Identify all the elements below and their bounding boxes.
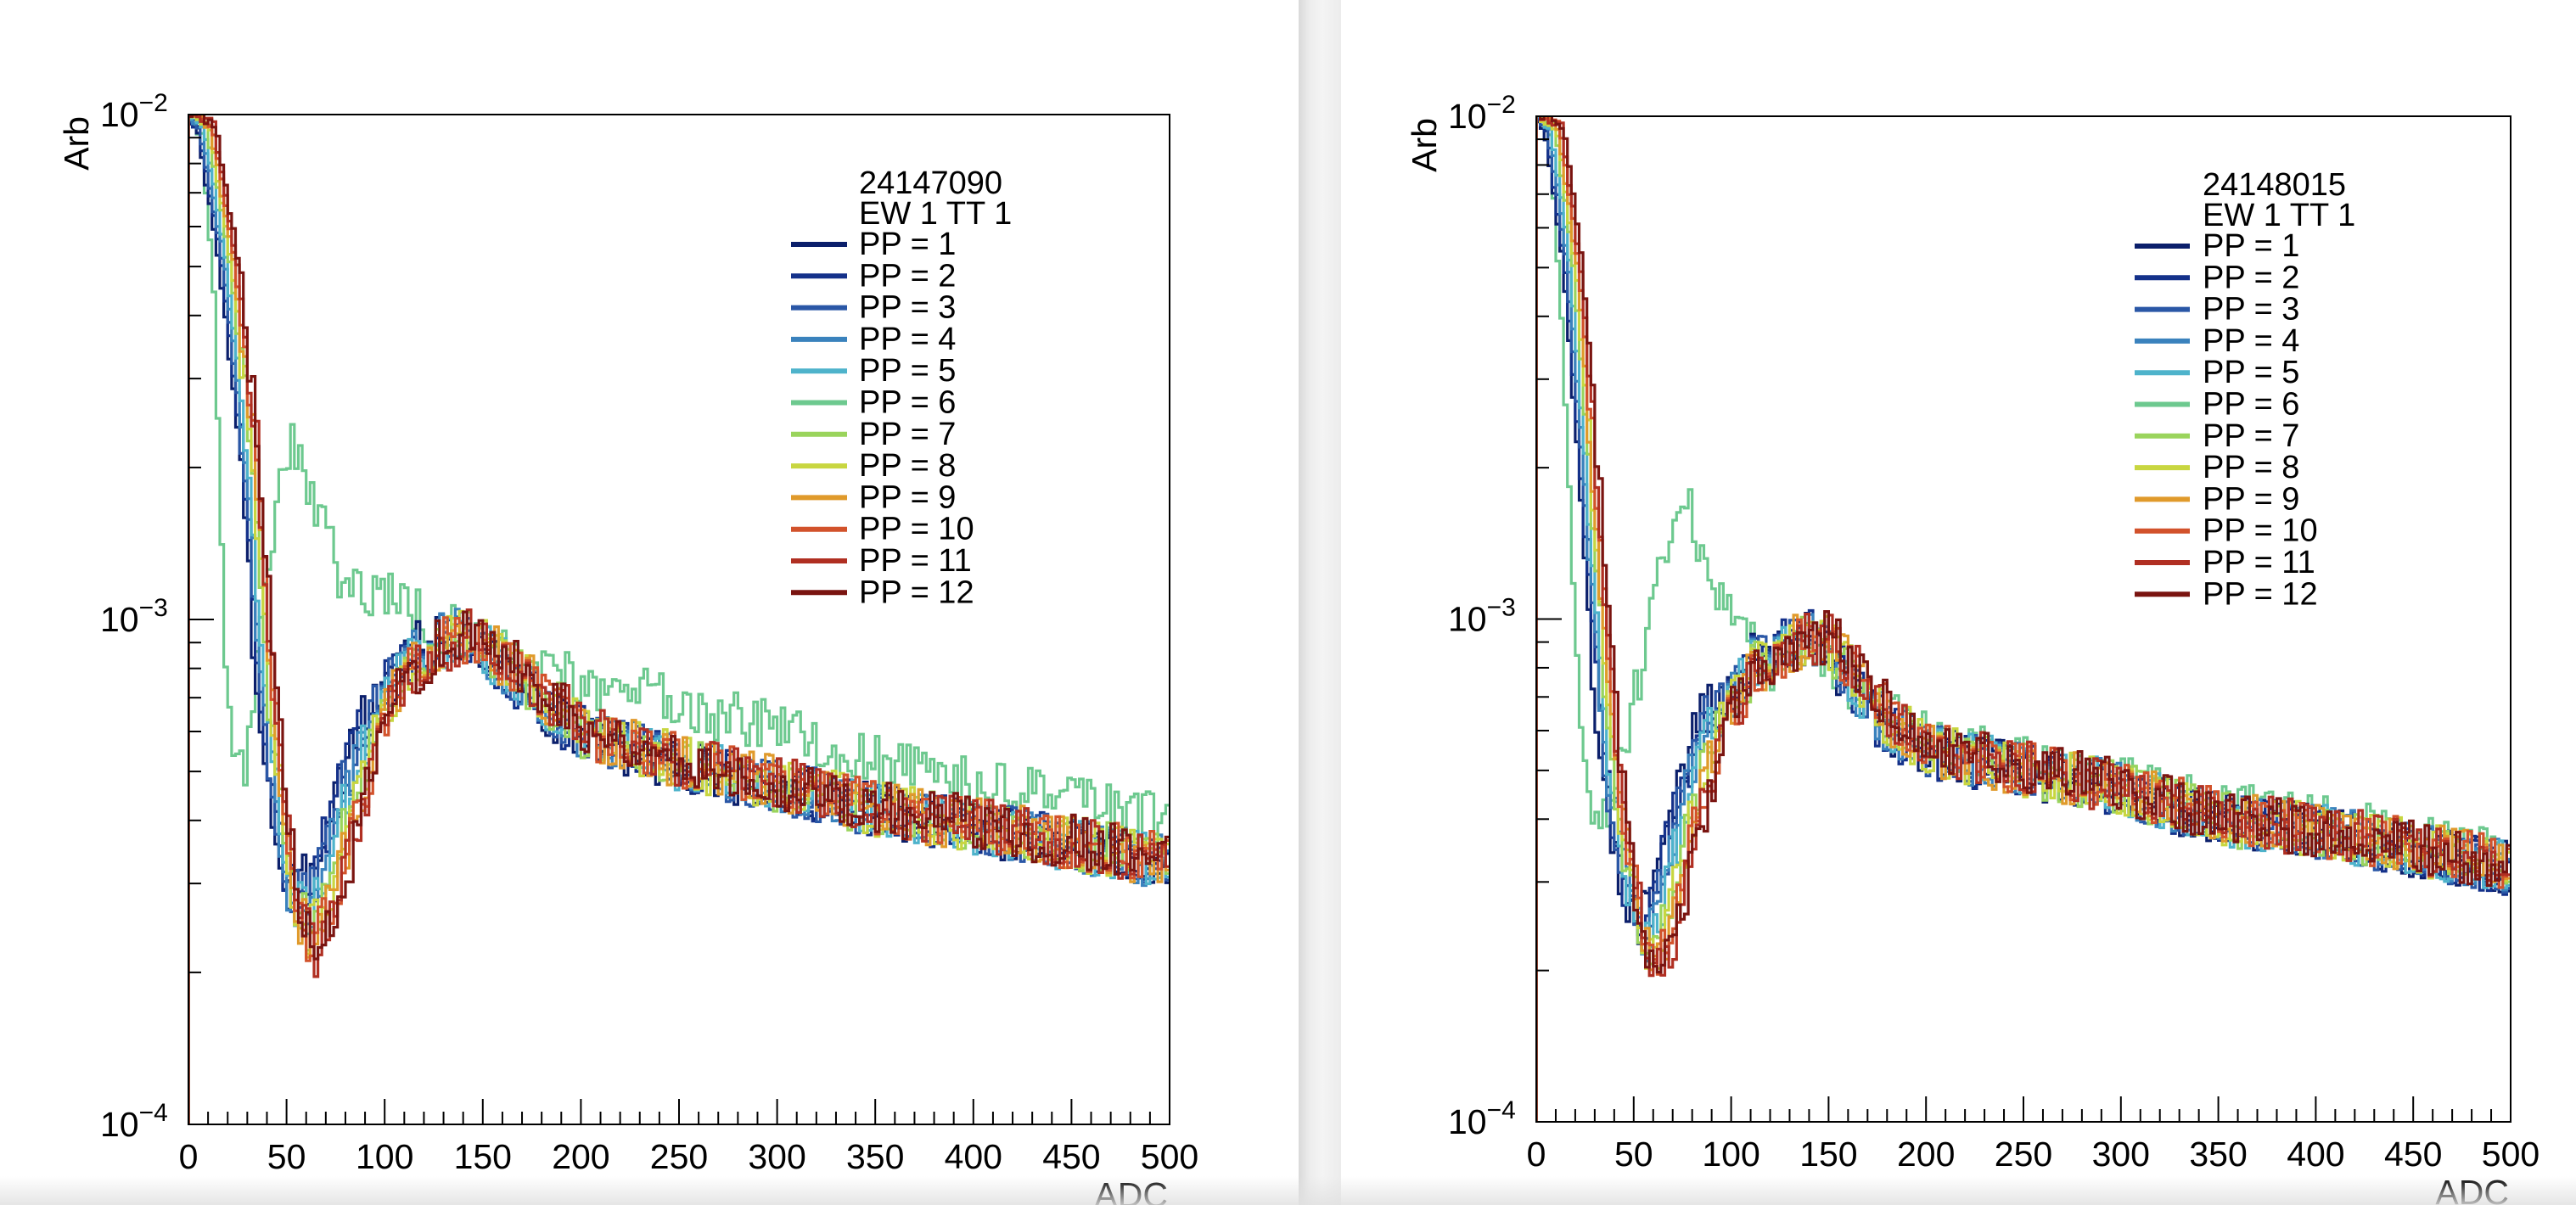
legend-header: 24148015 bbox=[2203, 167, 2346, 203]
legend-label: PP = 5 bbox=[2203, 355, 2299, 390]
series-line-pp-12 bbox=[188, 115, 1170, 1124]
x-tick-label: 250 bbox=[1995, 1135, 2052, 1174]
plot-frame bbox=[1535, 115, 2511, 1123]
series-line-pp-3 bbox=[1536, 118, 2511, 1122]
series-line-pp-1 bbox=[1536, 120, 2511, 1122]
x-tick-label: 200 bbox=[552, 1137, 609, 1176]
y-tick-label: 10−2 bbox=[1448, 91, 1516, 136]
x-tick-label: 350 bbox=[846, 1137, 904, 1176]
panel-divider[interactable] bbox=[1299, 0, 1341, 1205]
legend-label: PP = 12 bbox=[859, 574, 974, 610]
series-line-pp-7 bbox=[1536, 116, 2511, 1122]
series-line-pp-6 bbox=[1536, 116, 2511, 1122]
legend-label: PP = 10 bbox=[2203, 513, 2318, 549]
legend-header: 24147090 bbox=[859, 165, 1002, 201]
series-line-pp-9 bbox=[188, 115, 1170, 1124]
series-line-pp-11 bbox=[1536, 116, 2511, 1122]
x-tick-label: 100 bbox=[356, 1137, 413, 1176]
legend-label: PP = 6 bbox=[859, 385, 956, 421]
x-axis-title: ADC bbox=[1094, 1175, 1168, 1205]
legend-label: PP = 3 bbox=[2203, 292, 2299, 328]
legend-label: PP = 1 bbox=[2203, 228, 2299, 264]
legend-label: PP = 9 bbox=[859, 479, 956, 515]
legend-label: PP = 11 bbox=[2203, 545, 2315, 580]
series-line-pp-12 bbox=[1536, 116, 2511, 1122]
x-tick-label: 150 bbox=[454, 1137, 512, 1176]
legend-label: PP = 10 bbox=[859, 512, 974, 547]
x-tick-label: 50 bbox=[1614, 1135, 1653, 1174]
x-tick-label: 200 bbox=[1897, 1135, 1955, 1174]
legend-label: PP = 5 bbox=[859, 353, 956, 389]
x-tick-label: 400 bbox=[945, 1137, 1002, 1176]
histogram-traces bbox=[188, 115, 1170, 1124]
legend-label: PP = 11 bbox=[859, 543, 972, 579]
legend-label: PP = 7 bbox=[2203, 418, 2299, 454]
x-tick-label: 500 bbox=[2482, 1135, 2540, 1174]
legend-label: PP = 6 bbox=[2203, 387, 2299, 423]
legend-label: PP = 8 bbox=[2203, 450, 2299, 485]
x-tick-label: 0 bbox=[179, 1137, 199, 1176]
x-tick-label: 400 bbox=[2287, 1135, 2344, 1174]
histogram-traces bbox=[1536, 116, 2511, 1122]
series-line-pp-2 bbox=[1536, 119, 2511, 1122]
x-tick-label: 500 bbox=[1141, 1137, 1198, 1176]
x-tick-label: 50 bbox=[267, 1137, 306, 1176]
y-tick-label: 10−4 bbox=[1448, 1096, 1516, 1141]
series-line-pp-6 bbox=[188, 115, 1170, 1124]
series-line-pp-4 bbox=[1536, 116, 2511, 1122]
x-axis-title: ADC bbox=[2435, 1173, 2509, 1205]
legend-label: PP = 4 bbox=[859, 322, 956, 357]
x-tick-label: 100 bbox=[1702, 1135, 1759, 1174]
series-line-pp-8 bbox=[188, 115, 1170, 1124]
plot-frame bbox=[188, 114, 1170, 1125]
x-tick-label: 350 bbox=[2189, 1135, 2247, 1174]
series-line-pp-7 bbox=[188, 115, 1170, 1124]
x-tick-label: 250 bbox=[650, 1137, 708, 1176]
x-tick-label: 300 bbox=[748, 1137, 805, 1176]
y-axis-title: Arb bbox=[57, 116, 96, 171]
left-histogram-panel: 0 50 100 150 200 250 300 350 400 450 500 10−2 10−3 10… bbox=[57, 89, 1199, 1205]
series-line-pp-10 bbox=[188, 115, 1170, 1124]
series-line-pp-10 bbox=[1536, 116, 2511, 1122]
legend-label: PP = 4 bbox=[2203, 323, 2299, 359]
y-tick-label: 10−3 bbox=[100, 594, 168, 639]
y-axis-title: Arb bbox=[1405, 118, 1444, 172]
x-tick-label: 150 bbox=[1799, 1135, 1857, 1174]
left-histogram-chart: 0 50 100 150 200 250 300 350 400 450 500 10−2 10−3 10… bbox=[57, 89, 1198, 1205]
legend-label: PP = 2 bbox=[2203, 260, 2299, 295]
legend-label: PP = 2 bbox=[859, 258, 956, 294]
series-line-pp-8 bbox=[1536, 116, 2511, 1122]
series-line-pp-5 bbox=[188, 115, 1170, 1124]
right-histogram-panel: 0 50 100 150 200 250 300 350 400 450 500 10−2 10−3 10… bbox=[1341, 0, 2576, 1205]
x-tick-label: 300 bbox=[2092, 1135, 2150, 1174]
series-line-pp-2 bbox=[188, 121, 1170, 1124]
series-line-pp-5 bbox=[1536, 116, 2511, 1122]
legend-header: EW 1 TT 1 bbox=[2203, 198, 2355, 233]
series-line-pp-11 bbox=[188, 115, 1170, 1124]
x-tick-label: 450 bbox=[2384, 1135, 2442, 1174]
series-line-pp-9 bbox=[1536, 116, 2511, 1122]
series-line-pp-4 bbox=[188, 119, 1170, 1124]
legend-label: PP = 8 bbox=[859, 448, 956, 484]
legend-label: PP = 9 bbox=[2203, 481, 2299, 517]
right-histogram-chart: 0 50 100 150 200 250 300 350 400 450 500 10−2 10−3 10… bbox=[1405, 91, 2540, 1205]
y-tick-label: 10−3 bbox=[1448, 594, 1516, 639]
series-line-pp-1 bbox=[188, 122, 1170, 1124]
legend-label: PP = 12 bbox=[2203, 576, 2318, 612]
legend-label: PP = 7 bbox=[859, 417, 956, 452]
legend-header: EW 1 TT 1 bbox=[859, 196, 1012, 232]
series-line-pp-3 bbox=[188, 119, 1170, 1124]
legend-label: PP = 1 bbox=[859, 227, 956, 262]
y-tick-label: 10−4 bbox=[100, 1099, 168, 1144]
y-tick-label: 10−2 bbox=[100, 89, 168, 134]
x-tick-label: 0 bbox=[1527, 1135, 1546, 1174]
x-tick-label: 450 bbox=[1042, 1137, 1100, 1176]
legend-label: PP = 3 bbox=[859, 290, 956, 326]
